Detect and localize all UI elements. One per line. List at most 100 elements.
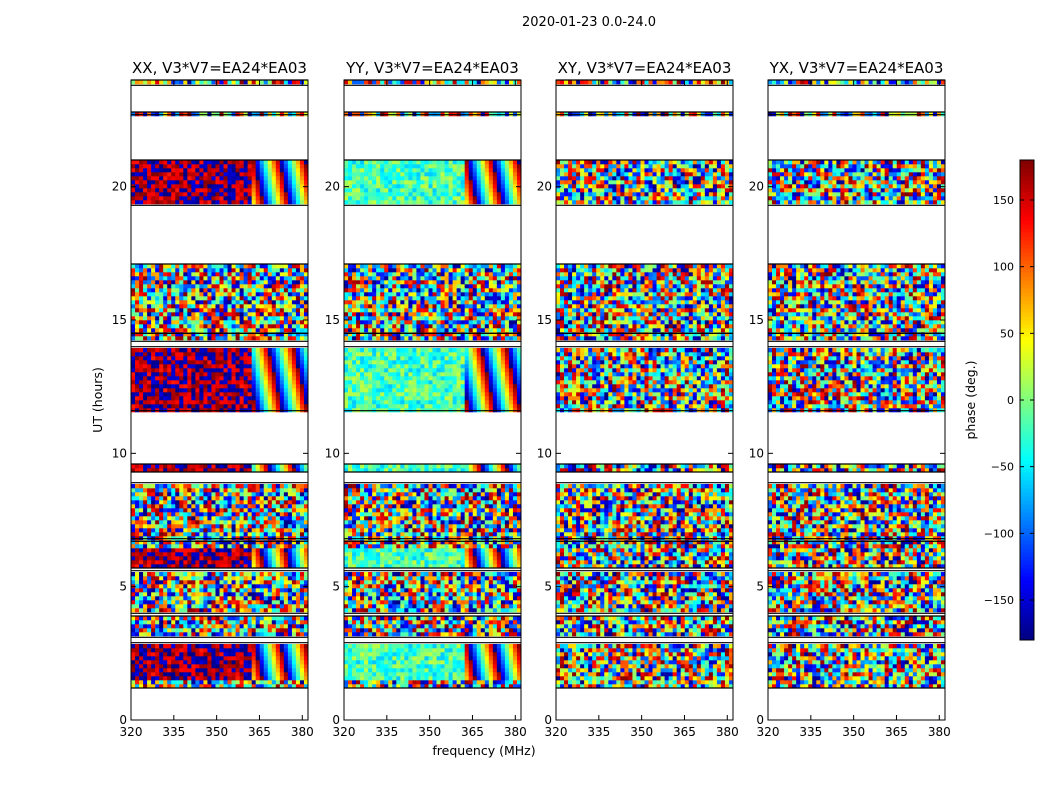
heatmap-cell xyxy=(139,680,144,685)
heatmap-cell xyxy=(159,468,164,473)
heatmap-cell xyxy=(279,388,285,393)
heatmap-cell xyxy=(476,656,482,661)
heatmap-cell xyxy=(131,500,136,505)
heatmap-cell xyxy=(295,524,301,529)
heatmap-cell xyxy=(187,304,192,309)
heatmap-cell xyxy=(175,332,180,337)
heatmap-cell xyxy=(179,296,184,301)
heatmap-cell xyxy=(191,196,196,201)
heatmap-cell xyxy=(231,348,236,353)
heatmap-cell xyxy=(187,600,192,605)
heatmap-cell xyxy=(151,656,156,661)
heatmap-cell xyxy=(131,288,136,293)
heatmap-cell xyxy=(195,296,200,301)
heatmap-cell xyxy=(171,528,176,533)
heatmap-cell xyxy=(283,396,289,401)
heatmap-cell xyxy=(496,672,502,677)
heatmap-cell xyxy=(195,368,200,373)
heatmap-cell xyxy=(279,404,285,409)
heatmap-cell xyxy=(364,648,369,653)
heatmap-cell xyxy=(155,172,160,177)
heatmap-cell xyxy=(227,396,232,401)
heatmap-cell xyxy=(267,404,273,409)
heatmap-cell xyxy=(195,532,200,537)
heatmap-cell xyxy=(223,324,228,329)
heatmap-cell xyxy=(267,496,273,501)
heatmap-cell xyxy=(147,464,152,469)
heatmap-cell xyxy=(243,516,248,521)
heatmap-cell xyxy=(131,660,136,665)
heatmap-cell xyxy=(239,364,244,369)
heatmap-cell xyxy=(143,172,148,177)
heatmap-cell xyxy=(303,200,309,205)
heatmap-cell xyxy=(480,684,486,689)
heatmap-cell xyxy=(143,368,148,373)
heatmap-cell xyxy=(255,400,261,405)
heatmap-cell xyxy=(199,492,204,497)
heatmap-cell xyxy=(235,488,240,493)
heatmap-cell xyxy=(303,400,309,405)
heatmap-cell xyxy=(231,508,236,513)
heatmap-cell xyxy=(259,512,265,517)
heatmap-cell xyxy=(243,684,248,689)
heatmap-cell xyxy=(283,180,289,185)
heatmap-cell xyxy=(203,324,208,329)
heatmap-cell xyxy=(259,320,265,325)
heatmap-cell xyxy=(456,680,461,685)
heatmap-cell xyxy=(131,548,136,553)
heatmap-cell xyxy=(255,308,261,313)
heatmap-cell xyxy=(416,644,421,649)
x-axis-label: frequency (MHz) xyxy=(432,743,535,758)
heatmap-cell xyxy=(211,264,216,269)
heatmap-cell xyxy=(195,584,200,589)
heatmap-cell xyxy=(171,656,176,661)
heatmap-cell xyxy=(191,600,196,605)
heatmap-cell xyxy=(131,516,136,521)
heatmap-cell xyxy=(412,652,417,657)
heatmap-cell xyxy=(271,276,277,281)
heatmap-cell xyxy=(239,296,244,301)
heatmap-cell xyxy=(135,396,140,401)
heatmap-cell xyxy=(195,668,200,673)
heatmap-cell xyxy=(295,588,301,593)
heatmap-cell xyxy=(267,300,273,305)
heatmap-cell xyxy=(219,268,224,273)
heatmap-cell xyxy=(195,500,200,505)
heatmap-cell xyxy=(291,628,297,633)
heatmap-cell xyxy=(235,324,240,329)
heatmap-cell xyxy=(456,632,461,637)
heatmap-cell xyxy=(131,608,136,613)
heatmap-cell xyxy=(203,468,208,473)
heatmap-cell xyxy=(139,328,144,333)
heatmap-cell xyxy=(396,628,401,633)
heatmap-cell xyxy=(251,312,256,317)
heatmap-cell xyxy=(147,504,152,509)
heatmap-cell xyxy=(348,652,353,657)
heatmap-cell xyxy=(151,196,156,201)
heatmap-cell xyxy=(131,164,136,169)
heatmap-cell xyxy=(199,624,204,629)
heatmap-cell xyxy=(243,576,248,581)
heatmap-cell xyxy=(139,380,144,385)
heatmap-cell xyxy=(476,672,482,677)
heatmap-cell xyxy=(227,188,232,193)
heatmap-cell xyxy=(408,668,413,673)
heatmap-cell xyxy=(251,284,256,289)
heatmap-cell xyxy=(227,600,232,605)
heatmap-cell xyxy=(231,184,236,189)
heatmap-cell xyxy=(227,608,232,613)
heatmap-cell xyxy=(203,320,208,325)
heatmap-cell xyxy=(259,404,265,409)
heatmap-cell xyxy=(504,680,510,685)
heatmap-cell xyxy=(295,192,301,197)
heatmap-cell xyxy=(283,600,289,605)
heatmap-cell xyxy=(175,684,180,689)
heatmap-cell xyxy=(219,560,224,565)
heatmap-cell xyxy=(263,400,269,405)
heatmap-cell xyxy=(147,316,152,321)
heatmap-cell xyxy=(235,540,240,545)
heatmap-cell xyxy=(191,292,196,297)
heatmap-cell xyxy=(231,172,236,177)
heatmap-cell xyxy=(247,324,252,329)
